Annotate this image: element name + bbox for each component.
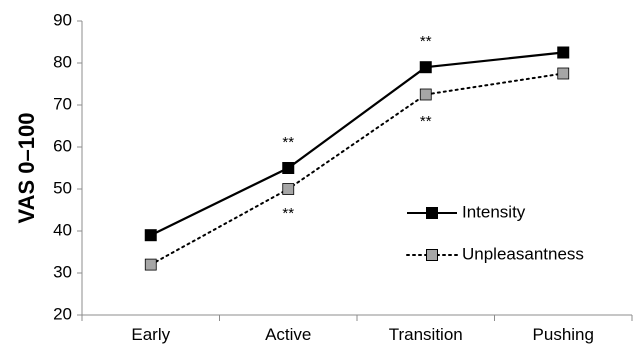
y-tick-label: 90 — [53, 10, 72, 29]
series-line-intensity — [150, 51, 564, 237]
x-tick-label: Pushing — [533, 325, 594, 344]
legend: Intensity Unpleasantness — [406, 202, 584, 263]
y-tick-label: 80 — [53, 52, 72, 71]
data-point-intensity — [419, 61, 432, 74]
legend-label-unpleasantness: Unpleasantness — [462, 244, 584, 263]
data-point-unpleasantness — [419, 88, 432, 101]
significance-annotation: ** — [282, 134, 294, 151]
y-tick-label: 60 — [53, 136, 72, 155]
annotations: ** ** ** ** — [282, 33, 431, 222]
data-point-intensity — [282, 162, 295, 174]
legend-marker-unpleasantness — [426, 249, 438, 261]
x-tick-label: Active — [265, 325, 311, 344]
axes — [81, 21, 632, 316]
series-layer — [144, 46, 570, 271]
x-tick-label: Early — [131, 325, 170, 344]
significance-annotation: ** — [420, 113, 432, 130]
legend-label-intensity: Intensity — [462, 202, 526, 221]
x-tick-label: Transition — [389, 325, 463, 344]
data-point-unpleasantness — [282, 183, 295, 195]
y-tick-label: 70 — [53, 94, 72, 113]
significance-annotation: ** — [420, 33, 432, 50]
data-point-unpleasantness — [557, 67, 570, 80]
legend-marker-intensity — [426, 207, 438, 219]
y-tick-label: 50 — [53, 178, 72, 197]
y-tick-label: 30 — [53, 262, 72, 281]
y-tick-label: 20 — [53, 304, 72, 323]
y-axis-label: VAS 0–100 — [14, 113, 39, 224]
series-line-unpleasantness — [149, 72, 565, 266]
y-ticks: 20 30 40 50 60 70 80 90 — [53, 10, 82, 323]
x-ticks: Early Active Transition Pushing — [81, 315, 633, 344]
data-point-unpleasantness — [144, 258, 157, 271]
significance-annotation: ** — [282, 205, 294, 222]
data-point-intensity — [144, 229, 157, 242]
data-point-intensity — [557, 46, 570, 59]
y-tick-label: 40 — [53, 220, 72, 239]
